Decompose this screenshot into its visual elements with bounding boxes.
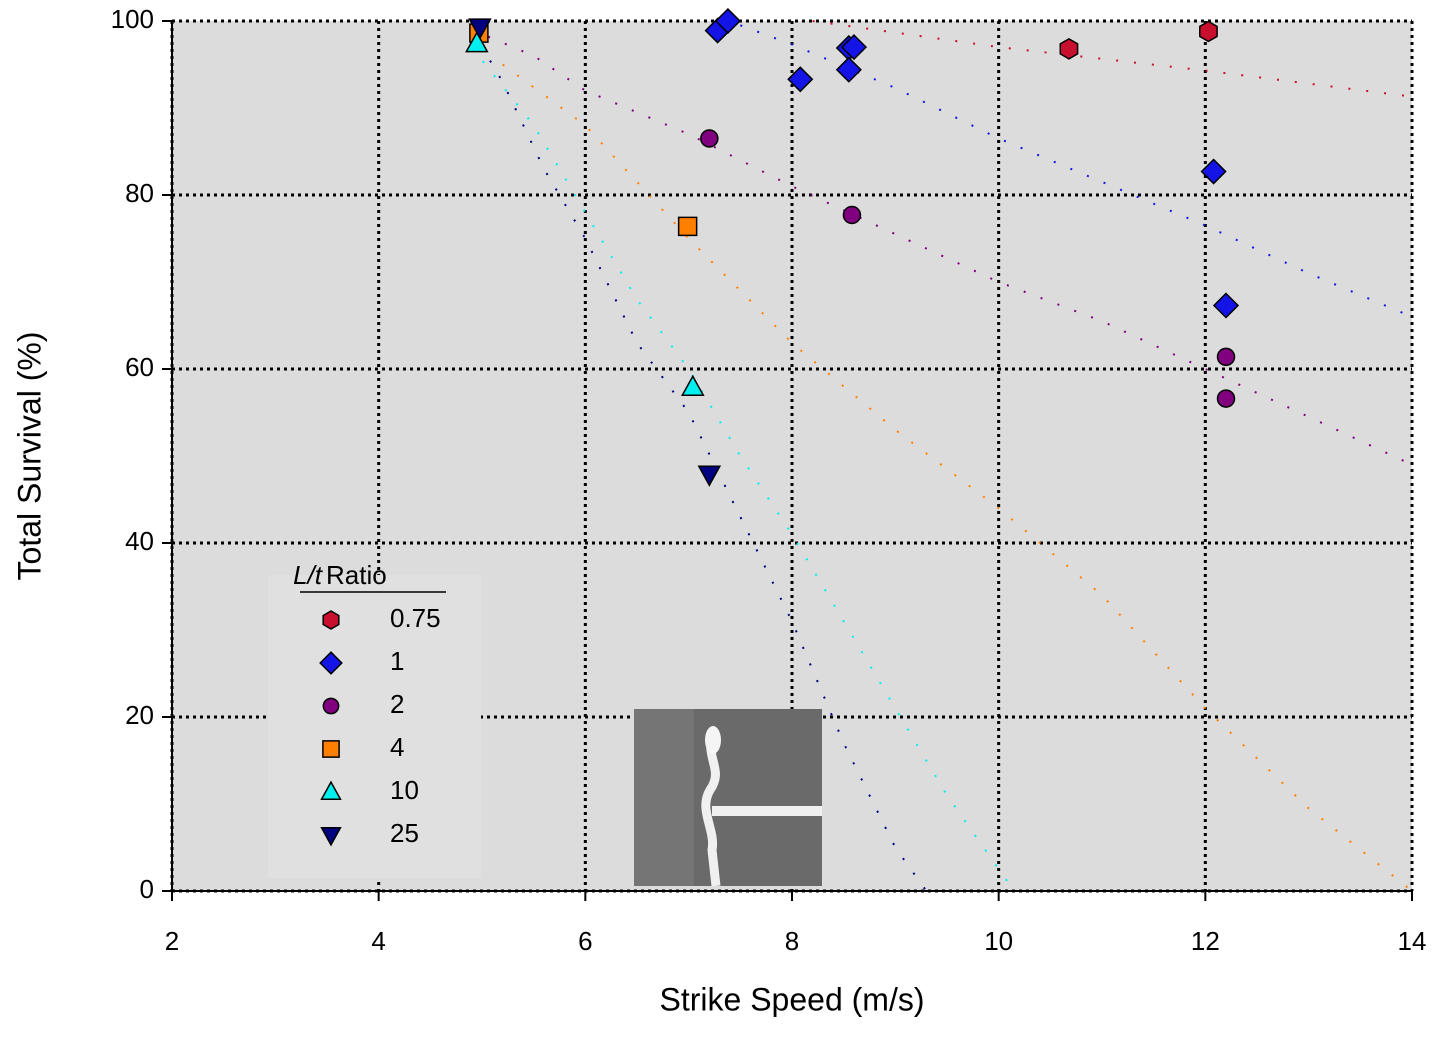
marker — [714, 7, 741, 35]
x-tick-label: 10 — [984, 926, 1013, 956]
marker — [842, 205, 862, 225]
x-tick-label: 14 — [1398, 926, 1427, 956]
marker — [1216, 389, 1236, 408]
legend-marker — [319, 651, 343, 675]
photo-specimen — [701, 733, 721, 887]
marker — [700, 129, 719, 148]
legend-label: 4 — [390, 732, 404, 762]
fit-curve — [739, 24, 1413, 318]
marker — [1200, 158, 1227, 185]
y-tick-label: 20 — [125, 700, 154, 730]
x-tick-label: 12 — [1191, 926, 1220, 956]
legend-marker — [322, 610, 340, 630]
legend-marker — [320, 780, 342, 800]
photo-rod — [712, 806, 822, 816]
marker — [677, 216, 698, 237]
legend-marker — [320, 827, 342, 847]
legend-marker — [322, 740, 340, 758]
photo-shade — [634, 709, 694, 886]
y-axis-label: Total Survival (%) — [11, 332, 47, 581]
fit-curve — [502, 63, 1413, 892]
legend-label: 2 — [390, 689, 404, 719]
y-tick-label: 80 — [125, 178, 154, 208]
legend-label: 10 — [390, 775, 419, 805]
x-tick-label: 4 — [371, 926, 385, 956]
marker — [1199, 20, 1218, 43]
marker — [1216, 347, 1236, 367]
y-tick-label: 60 — [125, 352, 154, 382]
legend-title-text: Ratio — [326, 560, 387, 590]
legend-label: 25 — [390, 818, 419, 848]
marker — [787, 66, 814, 93]
y-tick-label: 40 — [125, 526, 154, 556]
marker — [840, 34, 868, 61]
photo-head — [705, 726, 721, 754]
x-tick-label: 6 — [578, 926, 592, 956]
x-axis-label: Strike Speed (m/s) — [660, 981, 925, 1017]
marker — [465, 31, 489, 53]
marker — [697, 465, 722, 487]
inset-photo — [634, 709, 822, 887]
x-tick-label: 2 — [165, 926, 179, 956]
marker — [681, 374, 705, 397]
legend-label: 0.75 — [390, 603, 441, 633]
x-tick-label: 8 — [785, 926, 799, 956]
legend-box — [268, 575, 481, 878]
marker — [1212, 292, 1240, 319]
y-tick-label: 100 — [111, 4, 154, 34]
marker — [835, 56, 862, 83]
legend-label: 1 — [390, 646, 404, 676]
fit-curve — [471, 28, 1413, 466]
legend-title-symbol: L/t — [293, 560, 324, 590]
marker — [1059, 37, 1079, 60]
legend-marker — [322, 697, 340, 715]
marker — [468, 18, 492, 40]
y-tick-label: 0 — [140, 874, 154, 904]
